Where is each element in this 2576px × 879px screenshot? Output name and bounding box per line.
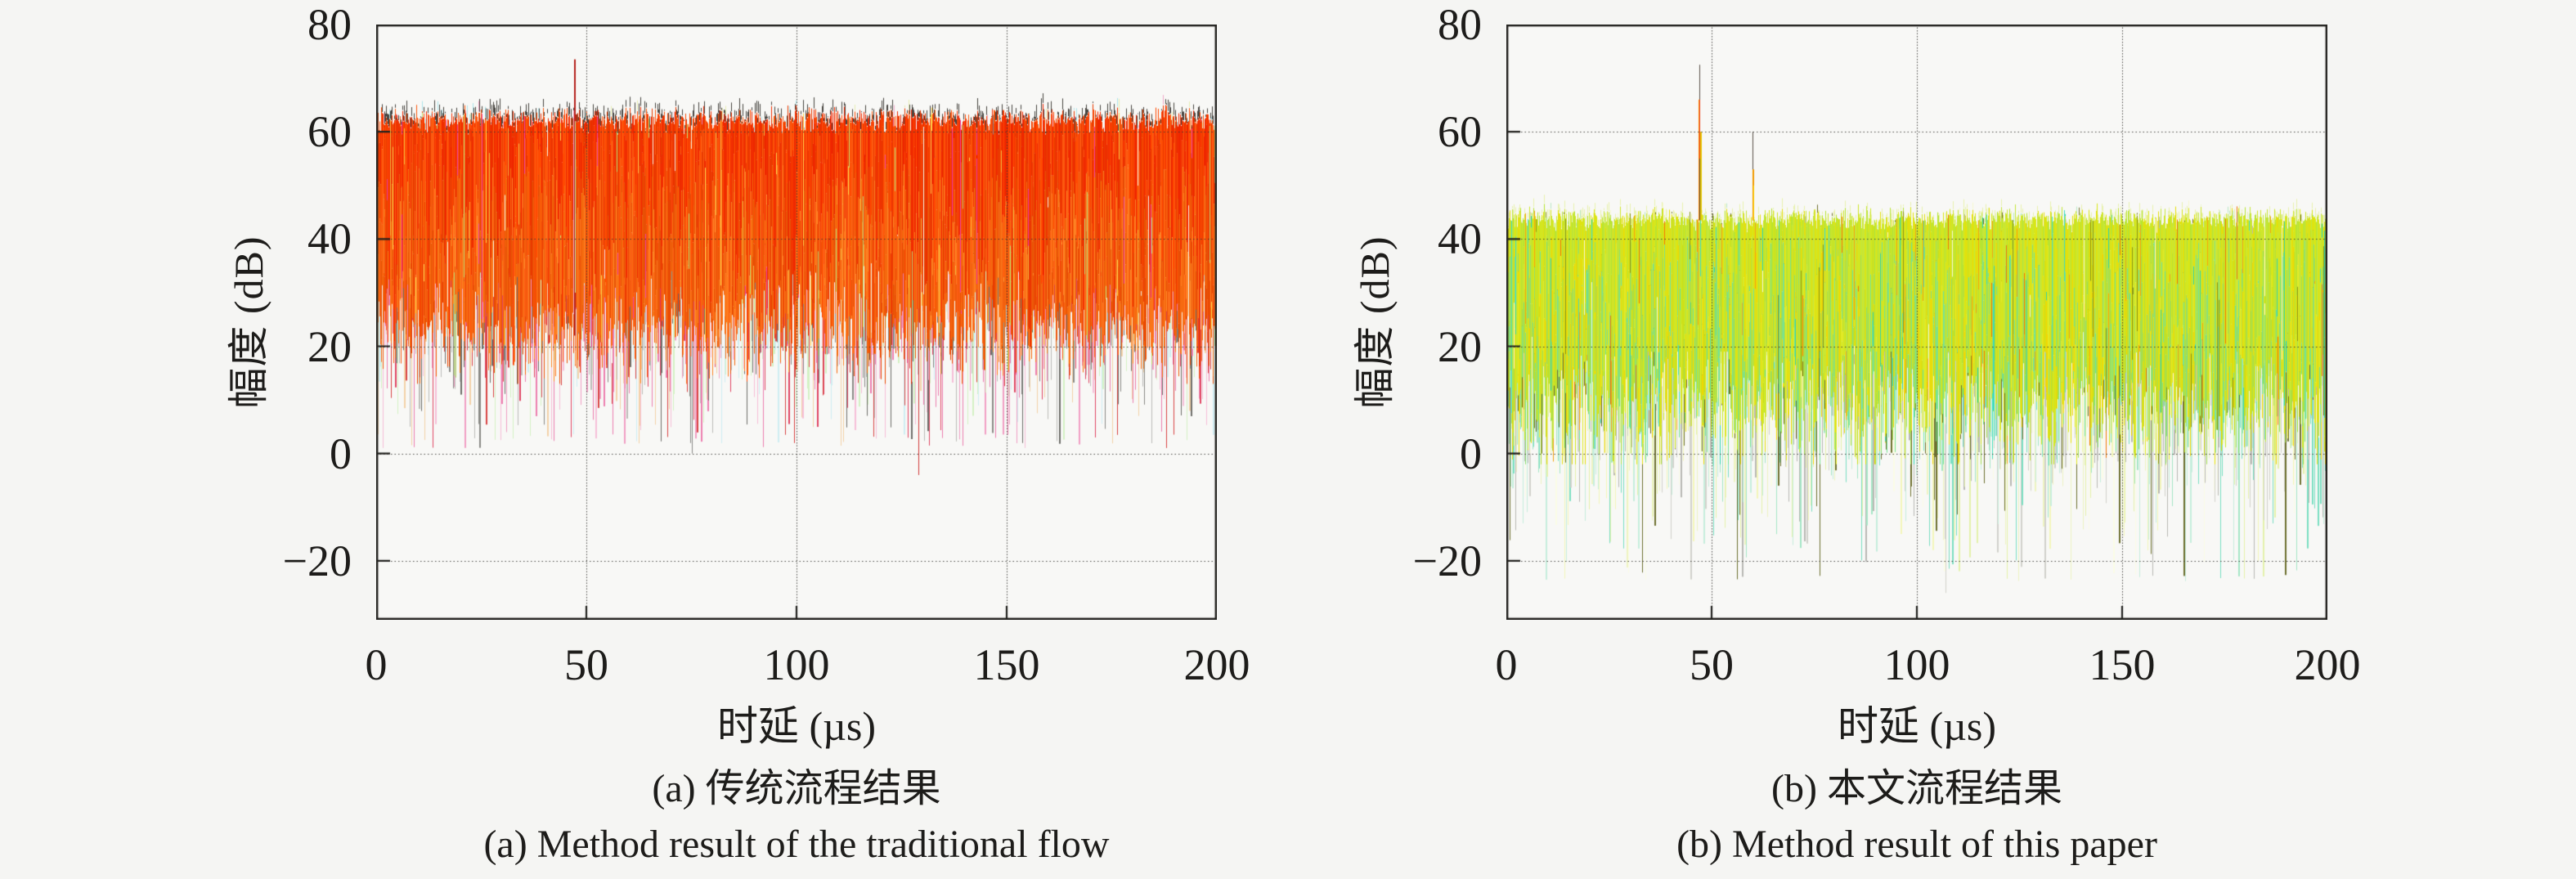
x-tick-label: 200 bbox=[1183, 640, 1250, 689]
x-tick-label: 50 bbox=[1690, 640, 1734, 689]
y-tick-label: −20 bbox=[1412, 536, 1482, 585]
x-axis-title: 时延 (µs) bbox=[716, 703, 877, 749]
y-tick-label: 40 bbox=[307, 214, 352, 264]
y-tick-label: 20 bbox=[1438, 321, 1482, 371]
y-tick-label: 40 bbox=[1438, 214, 1482, 264]
x-tick-label: 100 bbox=[763, 640, 830, 689]
caption-en: (a) Method result of the traditional flo… bbox=[483, 823, 1110, 866]
caption-en: (b) Method result of this paper bbox=[1676, 823, 2157, 866]
x-tick-label: 150 bbox=[973, 640, 1040, 689]
y-axis-title: 幅度 (dB) bbox=[226, 235, 272, 409]
noise-plot-canvas-a bbox=[376, 25, 1217, 620]
y-axis-title: 幅度 (dB) bbox=[1352, 235, 1398, 409]
x-tick-label: 0 bbox=[1495, 640, 1518, 689]
y-tick-label: 60 bbox=[1438, 107, 1482, 157]
caption-zh: (a) 传统流程结果 bbox=[652, 767, 941, 810]
y-tick-label: 80 bbox=[1438, 0, 1482, 49]
x-tick-label: 50 bbox=[564, 640, 608, 689]
y-tick-label: 0 bbox=[330, 428, 352, 478]
y-tick-label: 80 bbox=[307, 0, 352, 49]
y-tick-label: 60 bbox=[307, 107, 352, 157]
x-tick-label: 200 bbox=[2294, 640, 2361, 689]
noise-plot-canvas-b bbox=[1506, 25, 2327, 620]
caption-zh: (b) 本文流程结果 bbox=[1771, 767, 2062, 810]
y-tick-label: −20 bbox=[282, 536, 352, 585]
x-axis-title: 时延 (µs) bbox=[1837, 703, 1997, 749]
x-tick-label: 100 bbox=[1883, 640, 1950, 689]
y-tick-label: 20 bbox=[307, 321, 352, 371]
x-tick-label: 0 bbox=[365, 640, 388, 689]
y-tick-label: 0 bbox=[1460, 428, 1482, 478]
x-tick-label: 150 bbox=[2089, 640, 2156, 689]
